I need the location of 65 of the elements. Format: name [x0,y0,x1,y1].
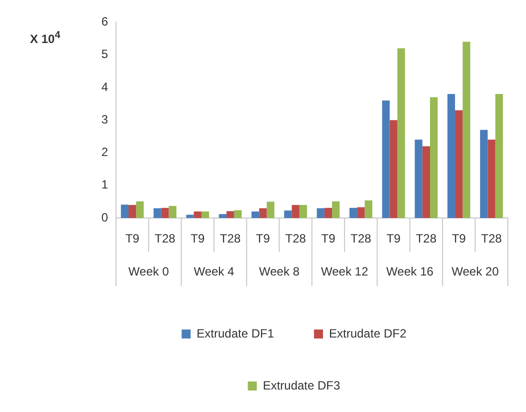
bar [480,130,488,218]
bar [390,120,398,218]
y-tick-label: 3 [101,112,108,126]
y-tick-label: 2 [101,145,108,160]
bar [259,208,267,218]
bar [324,208,332,218]
x-tick-label: T28 [350,232,372,246]
y-tick-label: 0 [101,210,108,224]
bar [430,97,438,218]
x-tick-label: T28 [285,232,306,246]
text: Week 4 [194,264,235,278]
x-tick-label: T9 [125,232,140,246]
bar [488,140,496,218]
text: Week 20 [452,264,500,278]
bar [495,94,503,218]
y-axis-title: X 10$^{4}$ [30,30,60,46]
bar [234,210,242,218]
legend-label: Extrudate DF3 [262,378,341,392]
text: Week 12 [320,264,368,278]
x-tick-label: T28 [220,232,241,246]
bar [364,200,372,218]
text: Week 16 [386,264,434,278]
y-tick-label: 1 [101,178,108,192]
bar [349,208,358,218]
x-tick-label: T9 [452,232,466,246]
bar [332,201,340,218]
x-tick-label: T9 [321,232,336,246]
bar [128,204,136,218]
bar [397,48,405,218]
text: Week 8 [259,264,300,278]
bar [168,206,176,218]
bar [201,211,210,218]
x-tick-label: T28 [154,232,176,246]
bar [284,210,292,218]
bar [186,214,194,218]
text: Week 0 [128,264,170,278]
bar [455,110,463,218]
bar [382,100,390,218]
bar [462,42,470,218]
x-tick-label: T9 [386,232,401,246]
bar [299,204,308,218]
x-tick-label: T28 [416,232,437,246]
bar [422,146,430,218]
bar [194,211,202,218]
legend-label: Extrudate DF1 [196,326,274,340]
bar [414,140,422,218]
bar [292,204,300,218]
bar [316,208,324,218]
y-tick-label: 4 [101,80,108,94]
x-tick-label: T9 [256,232,270,246]
y-tick-label: 6 [101,14,108,29]
bar [357,207,365,218]
bar [154,208,162,218]
x-tick-label: T28 [481,232,502,246]
bar [120,204,129,218]
bar [218,214,226,218]
x-tick-label: T9 [190,232,205,246]
bar [161,208,169,218]
bar [447,94,456,218]
y-tick-label: 5 [101,47,108,62]
legend-label: Extrudate DF2 [329,326,407,340]
bar [252,211,260,218]
bar [226,211,234,218]
bar [136,201,144,218]
bar [266,202,274,218]
